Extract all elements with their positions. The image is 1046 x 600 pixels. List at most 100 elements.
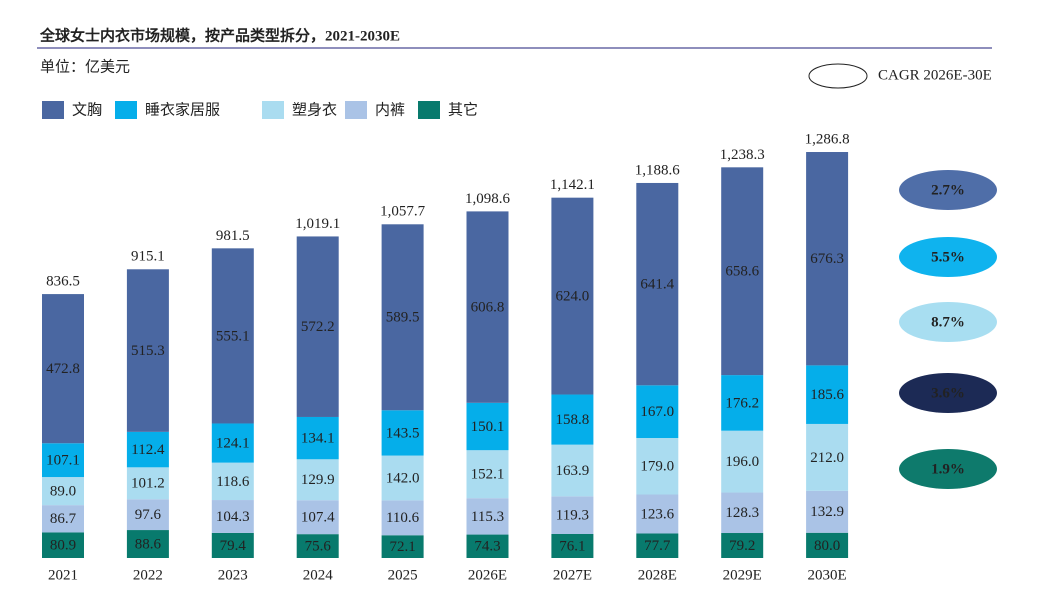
value-label: 185.6: [810, 387, 844, 403]
total-label: 1,286.8: [805, 131, 850, 147]
bar-segment: [126, 269, 169, 432]
value-label: 572.2: [301, 319, 335, 335]
total-label: 981.5: [216, 228, 250, 244]
value-label: 110.6: [386, 510, 420, 526]
bar-segment: [211, 248, 254, 424]
value-label: 132.9: [810, 504, 844, 520]
bar-segment: [551, 197, 594, 395]
bar-segment: [381, 500, 424, 536]
total-label: 1,142.1: [550, 177, 595, 193]
bar-segment: [381, 455, 424, 501]
bar-segment: [211, 423, 254, 463]
legend-swatch: [262, 101, 284, 119]
value-label: 676.3: [810, 251, 844, 267]
bar-segment: [806, 152, 849, 366]
chart-title: 全球女士内衣市场规模，按产品类型拆分，2021-2030E: [39, 26, 400, 44]
x-tick-label: 2024: [303, 567, 334, 583]
bar-segment: [42, 477, 84, 506]
value-label: 107.4: [301, 510, 335, 526]
bar-segment: [296, 416, 339, 460]
bar-segment: [126, 530, 169, 558]
value-label: 641.4: [640, 277, 674, 293]
x-tick-label: 2025: [388, 567, 418, 583]
total-label: 836.5: [46, 274, 80, 290]
value-label: 606.8: [471, 300, 505, 316]
bar-segment: [636, 438, 679, 495]
value-label: 515.3: [131, 343, 165, 359]
bar-segment: [211, 462, 254, 501]
bar-segment: [551, 496, 594, 534]
legend-swatch: [418, 101, 440, 119]
value-label: 123.6: [640, 506, 674, 522]
cagr-label: 5.5%: [931, 249, 965, 265]
cagr-ellipse: [899, 237, 997, 277]
total-label: 1,019.1: [295, 216, 340, 232]
value-label: 163.9: [556, 463, 590, 479]
value-label: 179.0: [640, 459, 674, 475]
legend-label: 塑身衣: [292, 101, 337, 118]
bar-segment: [721, 167, 764, 376]
value-label: 97.6: [135, 507, 162, 523]
legend-label: 内裤: [375, 101, 405, 118]
bar-segment: [466, 534, 509, 558]
value-label: 589.5: [386, 310, 420, 326]
x-tick-label: 2030E: [808, 567, 847, 583]
value-label: 128.3: [725, 505, 759, 521]
value-label: 72.1: [389, 539, 415, 555]
bar-segment: [806, 532, 849, 558]
bar-segment: [211, 532, 254, 558]
bar-segment: [296, 500, 339, 535]
value-label: 212.0: [810, 450, 844, 466]
bar-segment: [211, 500, 254, 533]
bar-segment: [126, 499, 169, 531]
bar-segment: [42, 294, 84, 444]
value-label: 75.6: [305, 539, 332, 555]
value-label: 86.7: [50, 511, 77, 527]
legend-swatch: [345, 101, 367, 119]
x-tick-label: 2021: [48, 567, 78, 583]
bar-segment: [721, 430, 764, 493]
bar-segment: [42, 532, 84, 558]
x-tick-label: 2028E: [638, 567, 677, 583]
value-label: 143.5: [386, 425, 420, 441]
value-label: 167.0: [640, 404, 674, 420]
bar-segment: [296, 459, 339, 501]
bar-segment: [636, 533, 679, 558]
bar-segment: [806, 423, 849, 491]
value-label: 74.3: [474, 539, 500, 555]
value-label: 196.0: [725, 454, 759, 470]
value-label: 101.2: [131, 476, 165, 492]
total-label: 1,098.6: [465, 191, 511, 207]
value-label: 658.6: [725, 264, 759, 280]
bar-segment: [466, 402, 509, 451]
value-label: 79.2: [729, 538, 755, 554]
bar-segment: [126, 431, 169, 468]
value-label: 555.1: [216, 328, 250, 344]
value-label: 152.1: [471, 467, 505, 483]
value-label: 80.9: [50, 538, 76, 554]
bar-segment: [721, 533, 764, 558]
value-label: 142.0: [386, 470, 420, 486]
legend-label: 睡衣家居服: [145, 101, 220, 118]
value-label: 134.1: [301, 431, 335, 447]
cagr-label: 8.7%: [931, 314, 965, 330]
cagr-title: CAGR 2026E-30E: [878, 67, 992, 83]
cagr-label: 3.6%: [931, 385, 965, 401]
value-label: 124.1: [216, 435, 250, 451]
unit-label: 单位：亿美元: [40, 58, 130, 75]
value-label: 129.9: [301, 472, 335, 488]
value-label: 118.6: [216, 474, 250, 490]
value-label: 88.6: [135, 536, 162, 552]
cagr-ellipse: [899, 302, 997, 342]
bar-segment: [806, 490, 849, 533]
value-label: 112.4: [131, 442, 165, 458]
x-tick-label: 2027E: [553, 567, 592, 583]
cagr-legend-ellipse: [808, 63, 868, 89]
x-tick-label: 2029E: [723, 567, 762, 583]
legend-swatch: [42, 101, 64, 119]
value-label: 150.1: [471, 419, 505, 435]
value-label: 115.3: [471, 509, 504, 525]
value-label: 624.0: [556, 289, 590, 305]
bar-segment: [466, 450, 509, 499]
